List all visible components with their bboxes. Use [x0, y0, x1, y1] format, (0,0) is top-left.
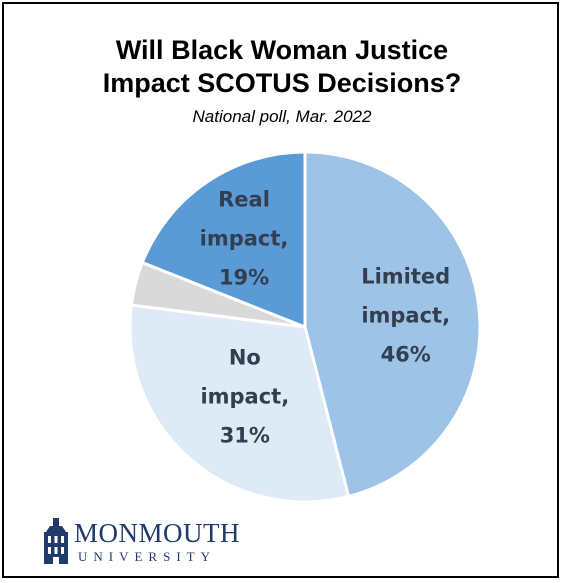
logo-name: MONMOUTH [74, 518, 240, 548]
building-icon [44, 518, 68, 564]
chart-subtitle: National poll, Mar. 2022 [192, 107, 372, 126]
slice-label-real-impact-line-3: 19% [219, 265, 269, 289]
slice-label-limited-impact-line-2: impact, [361, 303, 450, 327]
logo-subtitle: UNIVERSITY [78, 549, 216, 564]
chart-title-line-1: Will Black Woman Justice [115, 35, 449, 65]
pie-slice-limited-impact [303, 150, 482, 499]
slice-label-real-impact-line-1: Real [218, 187, 270, 211]
slice-label-limited-impact-line-1: Limited [361, 264, 450, 288]
chart-title: Will Black Woman Justice Impact SCOTUS D… [0, 34, 564, 100]
pie-slice-no-impact [128, 303, 351, 504]
slice-label-no-impact-line-1: No [229, 345, 261, 369]
slice-label-no-impact-line-2: impact, [200, 384, 289, 408]
pie-labels: Limited impact, 46% No impact, 31% Real impact,… [200, 187, 451, 447]
slice-label-real-impact-line-2: impact, [200, 226, 289, 250]
slice-label-limited-impact-line-3: 46% [381, 342, 431, 366]
pie-slice-real-impact [140, 150, 307, 330]
slice-label-no-impact-line-3: 31% [220, 423, 270, 447]
pie-slices [128, 150, 482, 504]
chart-title-line-2: Impact SCOTUS Decisions? [102, 68, 462, 98]
monmouth-logo: MONMOUTH UNIVERSITY [40, 516, 270, 568]
